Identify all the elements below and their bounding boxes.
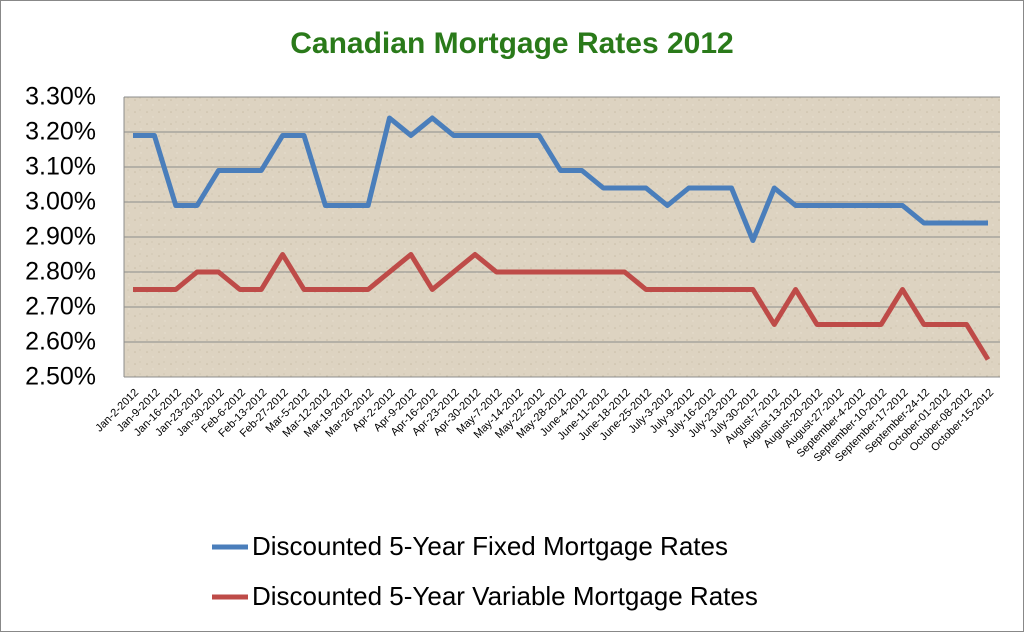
legend-label: Discounted 5-Year Fixed Mortgage Rates [252, 531, 728, 561]
y-tick-label: 2.70% [25, 293, 96, 321]
legend-label: Discounted 5-Year Variable Mortgage Rate… [252, 581, 758, 611]
y-tick-label: 2.50% [25, 363, 96, 391]
data-line [133, 115, 988, 243]
y-tick-label: 3.10% [25, 153, 96, 181]
y-tick-label: 3.00% [25, 188, 96, 216]
y-tick-label: 2.80% [25, 258, 96, 286]
y-tick-label: 3.30% [25, 83, 96, 111]
chart-title: Canadian Mortgage Rates 2012 [290, 27, 733, 60]
y-tick-label: 3.20% [25, 118, 96, 146]
y-tick-label: 2.60% [25, 328, 96, 356]
data-line [133, 252, 991, 361]
y-tick-label: 2.90% [25, 223, 96, 251]
